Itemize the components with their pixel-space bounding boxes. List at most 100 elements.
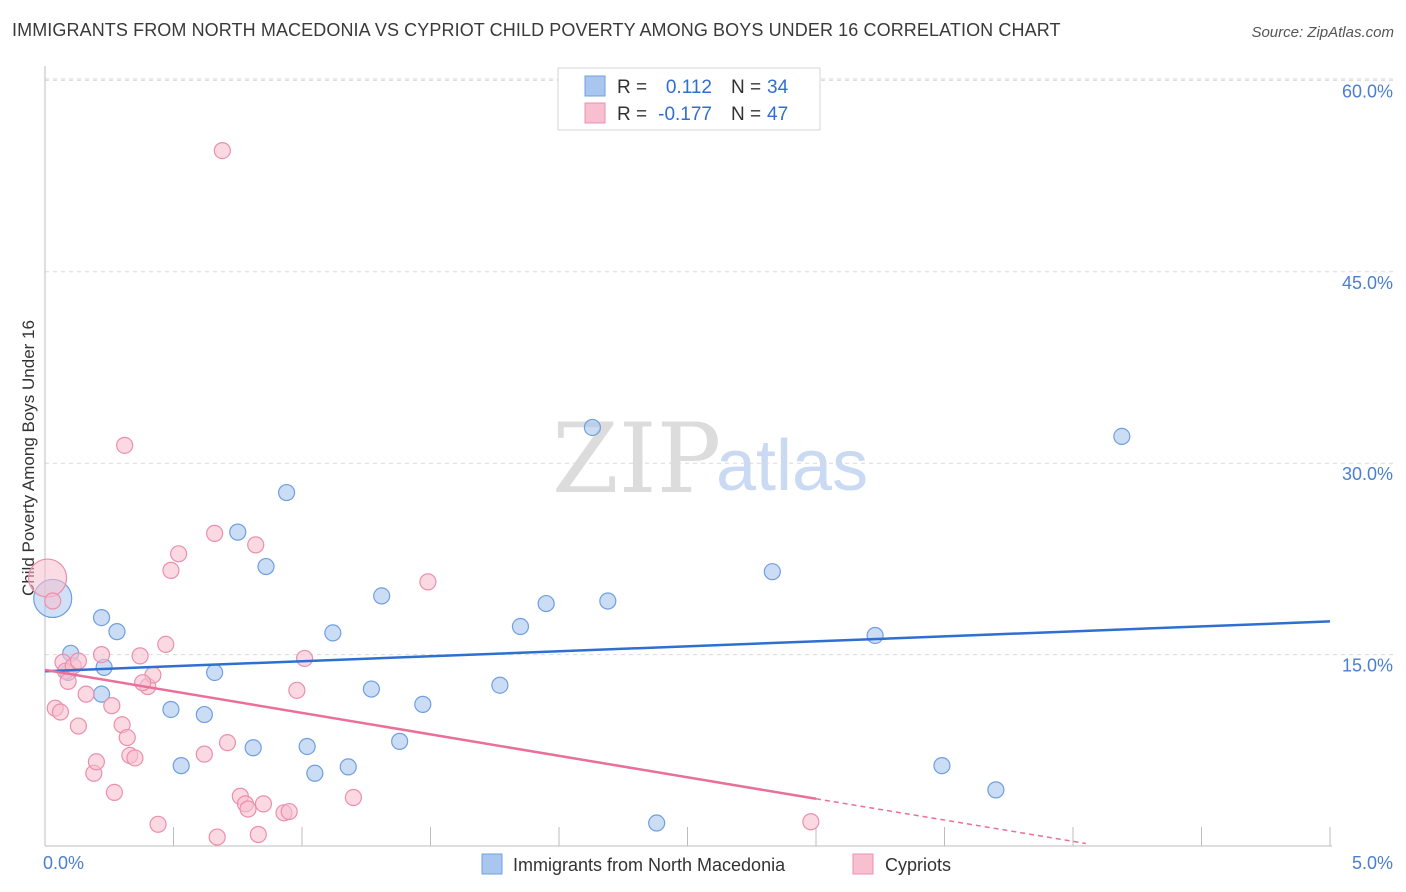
point-macedonia-16 (306, 764, 324, 782)
point-macedonia-27 (599, 592, 617, 610)
trend-lines (44, 620, 1331, 845)
point-cypriots-37 (254, 795, 273, 813)
point-macedonia-3 (92, 608, 111, 627)
point-macedonia-18 (339, 758, 357, 776)
point-macedonia-13 (244, 739, 262, 757)
legend-r-value-cypriots: -0.177 (658, 104, 712, 125)
point-cypriots-7 (51, 703, 70, 721)
source-credit: Source: ZipAtlas.com (1251, 24, 1394, 41)
point-macedonia-28 (648, 814, 666, 832)
point-cypriots-13 (103, 697, 121, 715)
y-tick-label-0: 15.0% (1342, 656, 1393, 676)
point-cypriots-19 (131, 647, 149, 665)
x-tick-labels: 0.0% 5.0% (43, 853, 1393, 873)
point-macedonia-22 (414, 695, 432, 713)
y-tick-labels: 15.0% 30.0% 45.0% 60.0% (1342, 81, 1393, 675)
point-macedonia-31 (933, 757, 951, 775)
y-tick-label-2: 45.0% (1342, 273, 1393, 293)
legend-r-value-macedonia: 0.112 (666, 77, 712, 98)
point-cypriots-22 (149, 815, 167, 833)
point-cypriots-45 (69, 652, 88, 670)
gridlines (45, 78, 1393, 656)
point-cypriots-36 (249, 825, 267, 844)
x-tick-label-0: 0.0% (43, 853, 84, 873)
point-macedonia-29 (763, 563, 781, 581)
trend-line-dashed-cypriots (815, 798, 1086, 845)
point-macedonia-26 (583, 418, 602, 437)
point-cypriots-40 (288, 681, 306, 699)
watermark-atlas: atlas (716, 426, 868, 506)
legend-n-value-macedonia: 34 (767, 77, 789, 98)
point-cypriots-41 (295, 649, 314, 668)
point-macedonia-17 (324, 624, 342, 642)
point-cypriots-35 (247, 536, 265, 554)
point-cypriots-14 (105, 783, 123, 802)
point-macedonia-21 (391, 732, 409, 750)
watermark-zip: ZIP (552, 403, 721, 515)
watermark: ZIP atlas (552, 403, 868, 515)
legend-n-label-cypriots: N = (731, 104, 761, 125)
point-cypriots-18 (126, 749, 144, 767)
point-macedonia-19 (362, 680, 380, 698)
point-cypriots-24 (162, 561, 180, 579)
legend-swatch-bottom-cypriots (852, 853, 874, 875)
axes (44, 66, 1332, 847)
x-tick-label-1: 5.0% (1352, 853, 1393, 873)
point-cypriots-30 (213, 141, 231, 160)
legend-r-label-macedonia: R = (617, 77, 647, 98)
point-cypriots-28 (206, 524, 224, 542)
point-cypriots-1 (44, 592, 62, 610)
point-macedonia-11 (229, 523, 247, 541)
point-macedonia-20 (373, 587, 391, 605)
legend-label-macedonia: Immigrants from North Macedonia (513, 855, 786, 875)
point-cypriots-9 (77, 685, 95, 703)
point-macedonia-24 (511, 617, 530, 636)
chart-title: IMMIGRANTS FROM NORTH MACEDONIA VS CYPRI… (12, 20, 1061, 40)
legend-label-cypriots: Cypriots (885, 855, 951, 875)
point-macedonia-7 (162, 700, 180, 719)
point-cypriots-8 (69, 717, 88, 735)
point-cypriots-0 (27, 558, 68, 598)
point-cypriots-39 (280, 802, 298, 821)
point-cypriots-11 (87, 753, 106, 771)
point-cypriots-26 (116, 436, 134, 454)
legend-swatch-bottom-macedonia (481, 853, 503, 875)
series-legend: Immigrants from North Macedonia Cypriots (481, 853, 951, 875)
point-cypriots-43 (419, 573, 437, 591)
legend-r-label-cypriots: R = (617, 104, 647, 125)
point-cypriots-31 (218, 734, 237, 752)
y-axis-label: Child Poverty Among Boys Under 16 (19, 320, 38, 596)
y-tick-label-3: 60.0% (1342, 81, 1393, 101)
point-macedonia-33 (1113, 427, 1131, 446)
y-tick-label-1: 30.0% (1342, 464, 1393, 484)
point-macedonia-23 (491, 676, 509, 694)
point-macedonia-10 (206, 663, 224, 682)
point-macedonia-25 (537, 594, 555, 613)
point-cypriots-23 (157, 635, 175, 653)
point-macedonia-15 (298, 737, 316, 756)
point-cypriots-42 (344, 788, 362, 807)
series-north-macedonia-points (33, 418, 1131, 832)
point-macedonia-4 (108, 623, 126, 641)
point-cypriots-25 (170, 545, 188, 563)
point-macedonia-8 (195, 705, 213, 724)
correlation-legend: R = 0.112 N = 34 R = -0.177 N = 47 (557, 67, 821, 131)
point-macedonia-9 (172, 757, 190, 775)
point-cypriots-44 (802, 813, 820, 831)
point-macedonia-30 (866, 626, 884, 645)
point-cypriots-12 (92, 646, 111, 664)
legend-swatch-macedonia (584, 75, 606, 97)
point-macedonia-32 (987, 781, 1005, 799)
point-macedonia-12 (257, 557, 275, 576)
trend-line-cypriots (44, 668, 817, 801)
legend-swatch-cypriots (584, 102, 606, 124)
point-cypriots-34 (239, 800, 257, 818)
legend-n-value-cypriots: 47 (767, 104, 788, 125)
point-cypriots-29 (208, 828, 226, 846)
trend-line-macedonia (44, 620, 1331, 673)
point-cypriots-16 (118, 728, 136, 747)
legend-n-label-macedonia: N = (731, 77, 761, 98)
point-cypriots-27 (195, 745, 213, 763)
point-macedonia-14 (277, 483, 296, 502)
